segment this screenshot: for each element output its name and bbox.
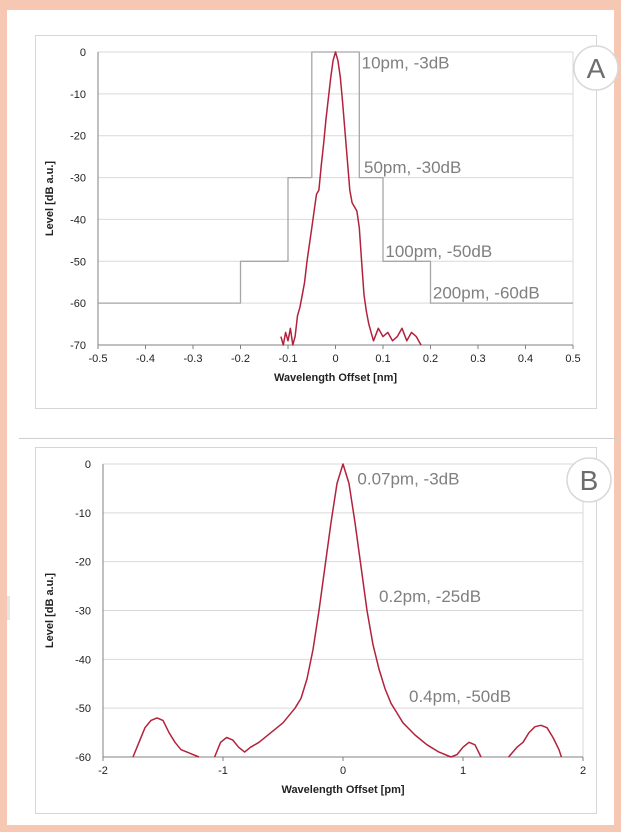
y-tick-label: 0 xyxy=(85,459,91,471)
x-tick-label: 0 xyxy=(340,765,346,777)
left-edge-mark xyxy=(7,596,10,620)
y-tick-label: -30 xyxy=(70,173,86,185)
panel-badge-letter: A xyxy=(587,53,606,84)
chart-a-svg: -0.5 -0.4 -0.3 -0.2 -0.1 0 0.1 0.2 0.3 0.4 0.5 0 -10… xyxy=(44,45,619,384)
x-tick-label: -0.2 xyxy=(231,353,250,365)
y-tick-label: -10 xyxy=(75,508,91,520)
y-tick-label: -30 xyxy=(75,606,91,618)
y-tick-label: -60 xyxy=(70,298,86,310)
measured-curve xyxy=(213,463,482,758)
x-axis-label: Wavelength Offset [pm] xyxy=(281,784,404,796)
panel-badge xyxy=(573,45,619,91)
chart-panel-b: -2 -1 0 1 2 0 -10 -20 -30 -40 -50 -60 Wavelength Off… xyxy=(35,447,612,814)
x-tick-label: 0.5 xyxy=(565,353,580,365)
x-tick-label: -1 xyxy=(218,765,228,777)
x-tick-label: 0 xyxy=(332,353,338,365)
annotation-label: 0.4pm, -50dB xyxy=(409,687,511,706)
y-tick-label: -20 xyxy=(75,557,91,569)
annotation-label: 200pm, -60dB xyxy=(433,284,540,303)
annotation-label: 50pm, -30dB xyxy=(364,158,461,177)
panel-badge xyxy=(566,457,612,503)
y-tick-label: -20 xyxy=(70,131,86,143)
chart-panel-a: -0.5 -0.4 -0.3 -0.2 -0.1 0 0.1 0.2 0.3 0.4 0.5 0 -10… xyxy=(35,35,619,409)
measured-curve xyxy=(508,724,563,758)
y-tick-label: 0 xyxy=(80,47,86,59)
x-tick-label: -0.1 xyxy=(279,353,298,365)
measured-curve xyxy=(280,51,422,346)
figure-card: -0.5 -0.4 -0.3 -0.2 -0.1 0 0.1 0.2 0.3 0.4 0.5 0 -10… xyxy=(7,10,619,825)
measured-curve xyxy=(132,717,200,758)
x-tick-label: -0.4 xyxy=(136,353,155,365)
annotation-label: 0.07pm, -3dB xyxy=(357,470,459,489)
annotation-label: 10pm, -3dB xyxy=(362,53,450,72)
y-tick-label: -70 xyxy=(70,340,86,352)
y-tick-label: -60 xyxy=(75,752,91,764)
panel-badge-letter: B xyxy=(580,465,599,496)
y-axis-label: Level [dB a.u.] xyxy=(44,573,56,649)
y-tick-label: -50 xyxy=(75,703,91,715)
x-tick-label: 0.1 xyxy=(375,353,390,365)
x-tick-label: 2 xyxy=(580,765,586,777)
y-tick-label: -40 xyxy=(70,214,86,226)
x-axis-label: Wavelength Offset [nm] xyxy=(274,372,397,384)
x-tick-label: 0.4 xyxy=(518,353,533,365)
y-tick-label: -50 xyxy=(70,256,86,268)
x-tick-label: -0.5 xyxy=(89,353,108,365)
panel-divider xyxy=(19,438,617,439)
y-tick-label: -40 xyxy=(75,654,91,666)
annotation-label: 100pm, -50dB xyxy=(385,242,492,261)
y-axis-label: Level [dB a.u.] xyxy=(44,161,56,237)
x-tick-label: 0.2 xyxy=(423,353,438,365)
x-tick-label: 1 xyxy=(460,765,466,777)
x-tick-label: 0.3 xyxy=(470,353,485,365)
y-tick-label: -10 xyxy=(70,89,86,101)
x-tick-label: -0.3 xyxy=(184,353,203,365)
annotation-label: 0.2pm, -25dB xyxy=(379,587,481,606)
x-tick-label: -2 xyxy=(98,765,108,777)
